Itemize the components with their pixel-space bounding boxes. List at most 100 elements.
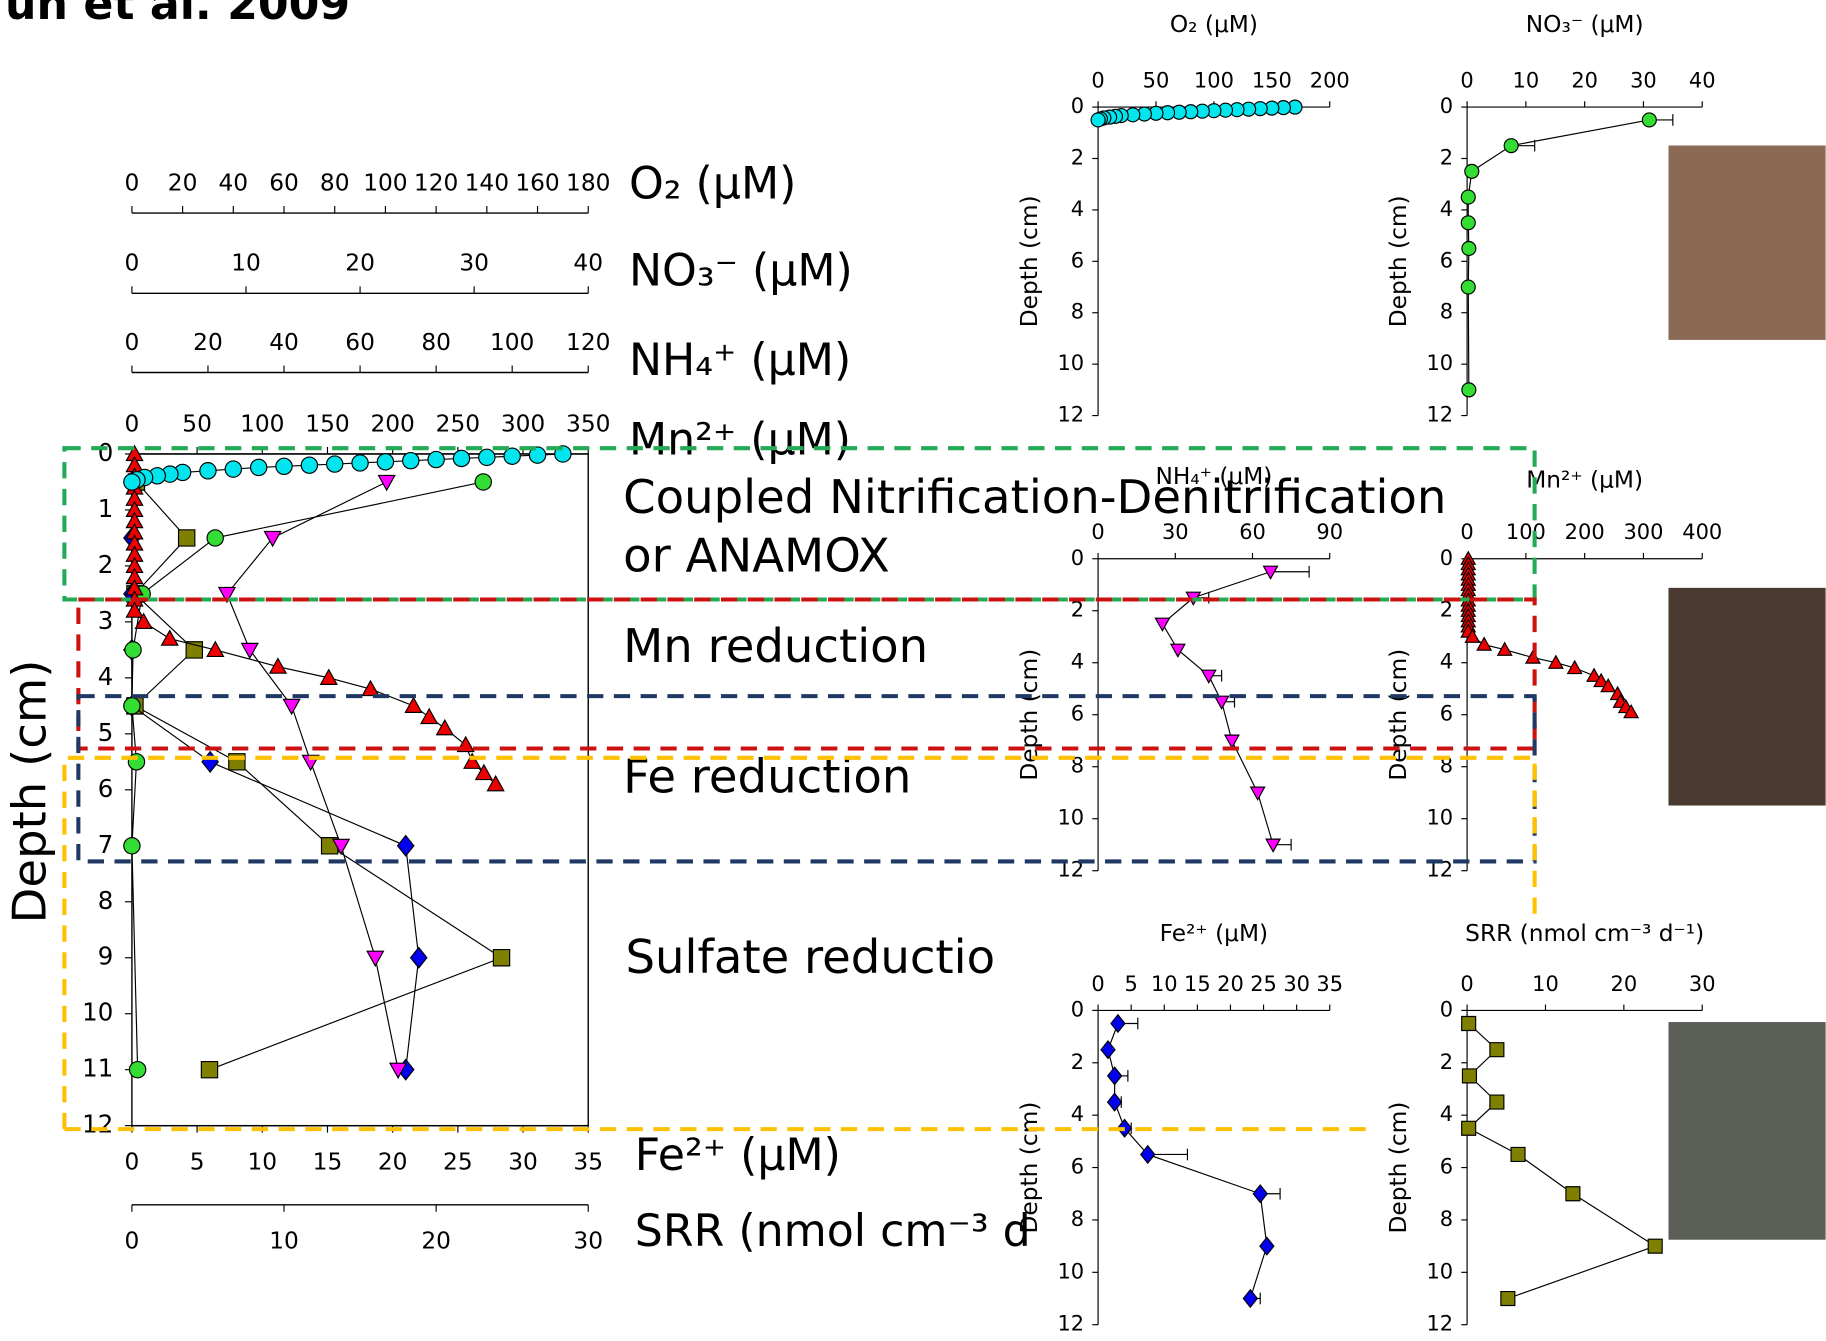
x-tick-label: 10 (247, 1148, 277, 1175)
marker (1090, 112, 1106, 128)
marker (1100, 1040, 1116, 1060)
y-tick-label: 7 (98, 830, 114, 859)
panel-title: O₂ (μM) (1170, 11, 1258, 38)
marker (1223, 734, 1240, 749)
y-tick-label: 3 (98, 606, 114, 635)
marker (217, 586, 237, 604)
y-tick-label: 8 (1071, 300, 1084, 324)
axis-caption: O₂ (μM) (629, 158, 796, 209)
x-tick-label: 20 (1217, 972, 1244, 996)
axis-caption: NO₃⁻ (μM) (629, 246, 853, 297)
x-tick-label: 20 (1611, 972, 1638, 996)
figure-title: un et al. 2009 (5, 0, 350, 30)
marker (1641, 112, 1657, 128)
marker (1252, 1184, 1268, 1204)
x-tick-label: 100 (240, 410, 284, 437)
marker (1242, 1288, 1259, 1309)
x-tick-label: 5 (1125, 972, 1138, 996)
x-tick-label: 40 (573, 250, 603, 277)
profile-line (1467, 119, 1650, 390)
x-tick-label: 0 (1460, 520, 1473, 544)
x-tick-label: 5 (190, 1148, 205, 1175)
y-tick-label: 11 (82, 1054, 113, 1083)
profile-line (131, 453, 563, 483)
x-tick-label: 30 (1689, 972, 1716, 996)
marker (1262, 565, 1279, 580)
x-tick-label: 100 (363, 169, 407, 196)
y-tick-label: 2 (1440, 1050, 1453, 1074)
x-tick-label: 10 (1151, 972, 1178, 996)
marker (452, 449, 471, 468)
marker (396, 834, 415, 857)
profile-line (133, 481, 503, 1071)
marker (402, 451, 420, 470)
x-tick-label: 10 (269, 1228, 299, 1255)
y-tick-label: 2 (1071, 598, 1084, 622)
marker (361, 679, 380, 697)
marker (1623, 703, 1640, 719)
x-tick-label: 0 (125, 250, 140, 277)
x-tick-label: 140 (465, 169, 509, 196)
marker (1110, 1013, 1126, 1034)
marker (240, 642, 259, 660)
y-tick-label: 4 (1440, 197, 1453, 221)
panel-title: NH₄⁺ (μM) (1155, 463, 1272, 490)
marker (263, 530, 282, 548)
x-tick-label: 80 (421, 329, 451, 356)
y-tick-label: 4 (1440, 650, 1453, 674)
x-tick-label: 35 (1316, 972, 1343, 996)
marker (351, 454, 369, 472)
photo (1668, 1022, 1826, 1240)
y-tick-label: 1 (98, 494, 114, 523)
y-tick-label: 10 (1057, 806, 1084, 830)
marker (492, 949, 511, 967)
marker (1461, 382, 1477, 398)
x-tick-label: 30 (459, 250, 489, 277)
x-tick-label: 15 (313, 1148, 343, 1175)
x-tick-label: 300 (501, 410, 545, 437)
x-tick-label: 0 (125, 329, 140, 356)
zone-box (62, 755, 1537, 1132)
y-tick-label: 8 (1440, 300, 1453, 324)
x-tick-label: 0 (125, 169, 140, 196)
marker (1500, 1290, 1516, 1307)
y-tick-label: 0 (1071, 94, 1084, 118)
marker (206, 640, 225, 657)
marker (486, 774, 505, 792)
marker (1460, 279, 1476, 295)
y-tick-label: 0 (98, 438, 114, 467)
marker (1503, 138, 1519, 154)
y-tick-label: 2 (1071, 146, 1084, 170)
marker (1476, 636, 1493, 651)
x-tick-label: 50 (1143, 68, 1170, 92)
x-tick-label: 30 (1283, 972, 1310, 996)
y-axis-label: Depth (cm) (2, 660, 56, 924)
x-tick-label: 250 (436, 410, 480, 437)
marker (474, 473, 493, 491)
marker (1461, 1068, 1478, 1084)
y-tick-label: 12 (82, 1110, 113, 1139)
profile-line (1161, 571, 1274, 845)
marker (1510, 1146, 1526, 1163)
x-tick-label: 0 (1460, 68, 1473, 92)
x-tick-label: 60 (345, 329, 375, 356)
y-axis-label: Depth (cm) (1016, 195, 1043, 327)
marker (478, 448, 496, 467)
marker (224, 460, 243, 478)
marker (1593, 672, 1610, 688)
marker (1154, 617, 1171, 632)
y-tick-label: 6 (1071, 702, 1084, 726)
y-tick-label: 12 (1057, 403, 1084, 427)
x-tick-label: 50 (182, 410, 212, 437)
x-tick-label: 200 (1565, 520, 1605, 544)
x-tick-label: 150 (1252, 68, 1292, 92)
y-tick-label: 4 (1071, 197, 1084, 221)
marker (300, 456, 319, 474)
marker (1647, 1238, 1663, 1254)
y-tick-label: 0 (1071, 546, 1084, 570)
marker (388, 1062, 408, 1080)
marker (282, 698, 301, 716)
zone-label: Coupled Nitrification-Denitrification (623, 470, 1446, 524)
x-tick-label: 0 (1091, 972, 1104, 996)
marker (1139, 1144, 1156, 1165)
